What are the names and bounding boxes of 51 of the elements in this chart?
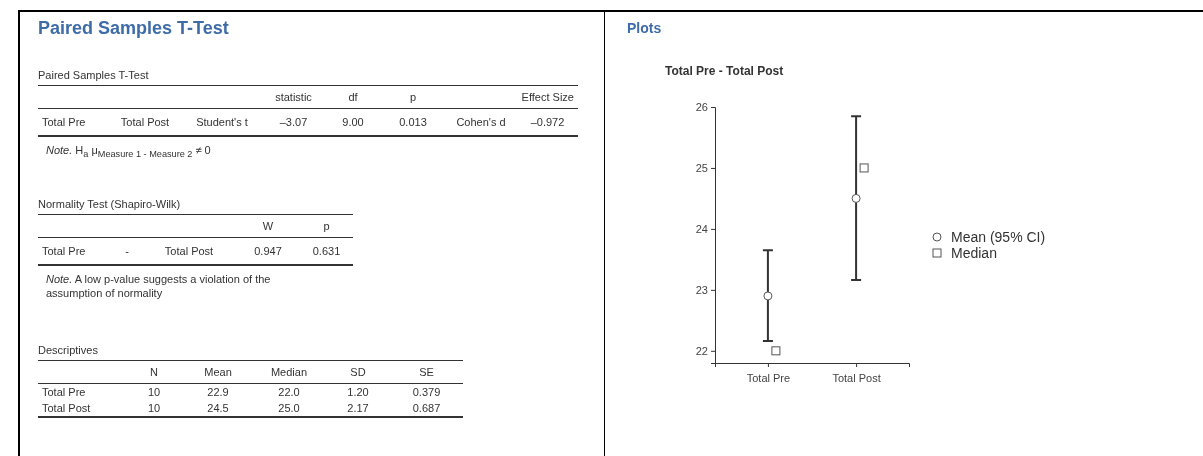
category-label: statistic [262, 85, 325, 109]
text: 9.00 [342, 116, 364, 128]
text: 2.17 [347, 402, 369, 414]
text: 0.631 [312, 245, 341, 257]
text: 10 [147, 386, 161, 398]
text: Descriptives [38, 344, 99, 356]
text: Student's t [196, 116, 248, 128]
text: Total Pre [42, 386, 86, 398]
chart-subtitle: Total Pre - Total Post [665, 64, 784, 78]
text: 1.20 [347, 386, 369, 398]
category-label: N [124, 360, 184, 384]
text: 0.379 [412, 386, 441, 398]
text: Normality Test (Shapiro-Wilk) [38, 198, 182, 210]
text: Note. A low p-value suggests a violation of the assumption of normality [46, 272, 272, 300]
text: Paired Samples T-Test [38, 18, 230, 39]
text: Cohen's d [456, 116, 506, 128]
category-label: SD [326, 360, 390, 384]
text: –0.972 [530, 116, 565, 128]
y-tick-label: 23 [695, 283, 708, 296]
text: 24.5 [207, 402, 229, 414]
text: 0.687 [412, 402, 441, 414]
text: 22.9 [207, 386, 229, 398]
category-label: p [381, 85, 445, 109]
text: Total Post [120, 116, 170, 128]
text: Total Post [42, 402, 91, 414]
category-label: Mean [184, 360, 252, 384]
text: 0.947 [254, 245, 282, 257]
y-tick-label: 24 [695, 222, 708, 235]
y-tick-label: 22 [695, 344, 708, 357]
category-label: Effect Size [517, 85, 578, 109]
legend-label: Mean (95% CI) [951, 229, 1046, 245]
category-label: df [325, 85, 381, 109]
y-tick-label: 26 [695, 101, 708, 114]
category-label: p [300, 214, 353, 238]
text: 0.013 [399, 116, 427, 128]
y-tick-label: 25 [695, 161, 708, 174]
text: Note. H$_{a}$ μ$_{Measure 1 - Measure 2}$ ≠ 0 [46, 143, 212, 162]
category-label: SE [390, 360, 463, 384]
text: 25.0 [278, 402, 300, 414]
text: 22.0 [278, 386, 300, 398]
category-label: Median [252, 360, 326, 384]
legend-label: Median [951, 245, 997, 261]
category-label: W [236, 214, 300, 238]
text: Total Pre [42, 245, 86, 257]
text: Paired Samples T-Test [38, 69, 150, 81]
text: Total Pre [42, 116, 86, 128]
text: - [125, 245, 129, 257]
chart-title: Plots [627, 20, 662, 36]
text: –3.07 [279, 116, 308, 128]
text: 10 [147, 402, 161, 414]
text: Total Post [164, 245, 214, 257]
